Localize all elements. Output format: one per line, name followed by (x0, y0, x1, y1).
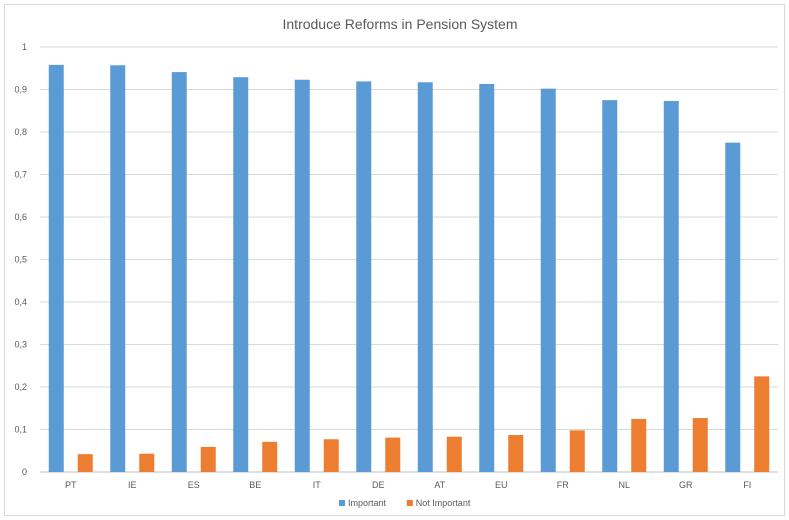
x-tick-label: ES (188, 480, 200, 490)
bar-important-pt (48, 64, 64, 472)
x-tick-label: IT (313, 480, 322, 490)
bar-important-fi (725, 142, 741, 472)
x-tick-label: DE (372, 480, 385, 490)
y-tick-label: 0 (22, 467, 27, 477)
y-tick-label: 0,8 (14, 127, 27, 137)
x-axis-ticks: PT IE ES BE IT DE AT EU FR NL GR FI (65, 480, 751, 490)
bar-important-fr (540, 88, 556, 473)
bar-important-be (233, 77, 249, 473)
y-tick-label: 0,6 (14, 212, 27, 222)
bar-not-important-nl (631, 418, 647, 472)
bar-not-important-pt (77, 454, 93, 472)
legend-label: Not Important (416, 498, 471, 508)
bar-important-ie (110, 65, 126, 473)
bar-important-gr (663, 100, 679, 472)
x-tick-label: NL (618, 480, 630, 490)
bar-not-important-es (200, 446, 216, 472)
bar-not-important-fr (569, 430, 585, 472)
bar-not-important-eu (508, 435, 524, 472)
bar-important-it (294, 79, 310, 472)
legend-swatch (406, 500, 413, 506)
bar-not-important-gr (692, 418, 708, 472)
bar-not-important-de (385, 437, 401, 472)
x-tick-label: EU (495, 480, 508, 490)
x-tick-label: PT (65, 480, 77, 490)
bar-not-important-fi (754, 376, 770, 472)
x-tick-label: FR (557, 480, 569, 490)
bar-not-important-ie (139, 453, 155, 472)
y-tick-label: 0,2 (14, 382, 27, 392)
bar-important-nl (602, 100, 618, 472)
x-tick-label: IE (128, 480, 137, 490)
legend-label: Important (348, 498, 387, 508)
y-tick-label: 1 (22, 42, 27, 52)
x-tick-label: AT (434, 480, 445, 490)
y-tick-label: 0,7 (14, 170, 27, 180)
y-axis-ticks: 0 0,1 0,2 0,3 0,4 0,5 0,6 0,7 0,8 0,9 1 (14, 42, 27, 477)
bar-not-important-be (262, 441, 278, 472)
bar-important-es (171, 72, 187, 472)
y-tick-label: 0,3 (14, 340, 27, 350)
bar-important-eu (479, 83, 495, 472)
bar-important-de (356, 81, 372, 473)
y-tick-label: 0,5 (14, 255, 27, 265)
x-tick-label: BE (249, 480, 261, 490)
y-tick-label: 0,4 (14, 297, 27, 307)
bar-not-important-it (323, 439, 339, 472)
legend: Important Not Important (339, 498, 471, 508)
bars (48, 64, 770, 473)
y-tick-label: 0,1 (14, 425, 27, 435)
bar-important-at (417, 82, 433, 473)
bar-not-important-at (446, 436, 462, 472)
gridlines (40, 46, 778, 473)
x-tick-label: FI (743, 480, 751, 490)
x-tick-label: GR (679, 480, 693, 490)
legend-swatch (339, 500, 345, 506)
chart-title: Introduce Reforms in Pension System (283, 16, 518, 32)
y-tick-label: 0,9 (14, 85, 27, 95)
